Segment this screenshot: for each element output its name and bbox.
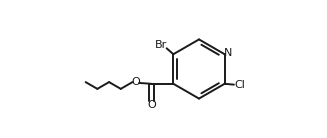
Text: Cl: Cl: [234, 80, 245, 90]
Text: N: N: [224, 48, 232, 58]
Text: Br: Br: [155, 40, 167, 50]
Text: O: O: [131, 77, 140, 87]
Text: O: O: [147, 100, 156, 110]
